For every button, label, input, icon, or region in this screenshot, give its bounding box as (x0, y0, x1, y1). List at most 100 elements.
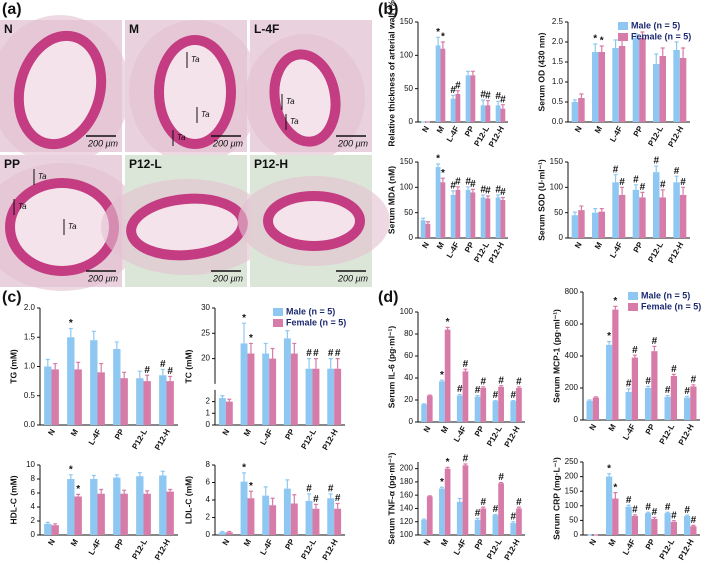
x-tick-label: PP (473, 537, 486, 551)
artery-wall (263, 191, 365, 251)
error-bar (445, 326, 450, 330)
bar (612, 48, 619, 122)
legend-label: Male (n = 5) (286, 306, 335, 316)
y-tick-label: 100 (565, 501, 579, 510)
significance-marker: # (498, 472, 504, 483)
y-axis-title: LDL-C (mM) (183, 476, 193, 524)
bar (444, 329, 451, 422)
x-tick-label: PP (283, 537, 296, 551)
error-bar (493, 513, 498, 516)
y-tick-label: 600 (565, 319, 579, 328)
error-bar (579, 205, 584, 211)
bar (470, 192, 476, 238)
x-tick-label: L-4F (452, 424, 468, 443)
error-bar (665, 394, 670, 397)
significance-marker: # (465, 176, 471, 187)
error-bar (328, 493, 333, 499)
bar (440, 48, 446, 122)
error-bar (440, 41, 445, 49)
error-bar (646, 511, 651, 514)
bar (598, 52, 606, 122)
x-tick-label: M (439, 537, 450, 548)
significance-marker: * (436, 27, 440, 38)
y-tick-label: 0.0 (24, 420, 36, 429)
x-tick-label: P12-H (321, 537, 340, 561)
significance-marker: # (633, 174, 639, 185)
y-tick-label: 100 (400, 182, 414, 191)
significance-marker: # (619, 177, 625, 188)
significance-marker: * (446, 457, 450, 468)
y-tick-label: 6 (206, 478, 211, 487)
y-tick-label: 150 (550, 157, 564, 166)
y-axis-title: Serum IL-6 (pg·ml⁻¹) (386, 326, 396, 409)
x-tick-label: N (420, 240, 431, 250)
significance-marker: # (167, 366, 173, 377)
bar (426, 496, 433, 535)
legend-label: Female (n = 5) (631, 31, 691, 41)
significance-marker: # (335, 493, 341, 504)
x-tick-label: P12-H (677, 537, 696, 561)
bar (498, 483, 504, 535)
x-tick-label: PP (632, 124, 645, 138)
error-bar (671, 520, 676, 522)
bar (143, 381, 151, 425)
error-bar (500, 104, 505, 109)
significance-marker: # (475, 508, 481, 519)
bar (143, 493, 151, 535)
error-bar (422, 518, 427, 520)
significance-marker: * (69, 464, 73, 475)
significance-marker: # (455, 176, 461, 187)
x-tick-label: M (593, 124, 604, 135)
bar (480, 387, 487, 422)
scale-bar-label: 200 μm (212, 273, 243, 283)
y-tick-label: 0 (206, 420, 211, 429)
bar (262, 353, 270, 425)
bar (639, 197, 646, 238)
x-tick-label: N (573, 124, 584, 134)
significance-marker: # (493, 504, 499, 515)
significance-marker: # (480, 90, 486, 101)
bar (495, 105, 501, 122)
x-tick-label: P12-L (485, 537, 504, 560)
error-bar (685, 514, 690, 517)
bar (673, 182, 680, 238)
panel-label: (b) (378, 1, 398, 18)
significance-marker: # (510, 511, 516, 522)
error-bar (475, 517, 480, 520)
y-tick-label: 8 (206, 460, 211, 469)
bar (450, 194, 456, 238)
bar (639, 38, 646, 122)
significance-marker: # (455, 80, 461, 91)
bar (166, 491, 174, 535)
error-bar (593, 396, 598, 398)
bar (67, 479, 75, 535)
error-bar (455, 186, 460, 190)
x-tick-label: N (422, 424, 433, 434)
y-tick-label: 100 (400, 530, 414, 539)
error-bar (496, 100, 501, 106)
x-tick-label: L-4F (608, 240, 624, 259)
y-tick-label: 25 (201, 328, 210, 337)
bar (492, 401, 499, 422)
significance-marker: * (441, 32, 445, 43)
micrograph-label: M (129, 22, 139, 36)
y-tick-label: 0 (574, 415, 579, 424)
scale-bar-label: 200 μm (337, 273, 368, 283)
bar (44, 523, 52, 535)
y-tick-label: 2 (206, 513, 211, 522)
error-bar (652, 516, 657, 519)
significance-marker: # (495, 185, 501, 196)
error-bar (76, 361, 81, 370)
legend-swatch (628, 303, 638, 311)
bar (312, 508, 320, 535)
bar (592, 397, 599, 420)
bar (679, 58, 687, 122)
significance-marker: # (480, 185, 486, 196)
x-tick-label: M (242, 537, 253, 548)
significance-marker: # (652, 507, 658, 518)
significance-marker: * (249, 333, 253, 344)
annotation: Ta (201, 110, 210, 119)
y-tick-label: 0.0 (552, 117, 564, 126)
x-tick-label: L-4F (258, 537, 274, 556)
annotation: Ta (191, 55, 200, 64)
